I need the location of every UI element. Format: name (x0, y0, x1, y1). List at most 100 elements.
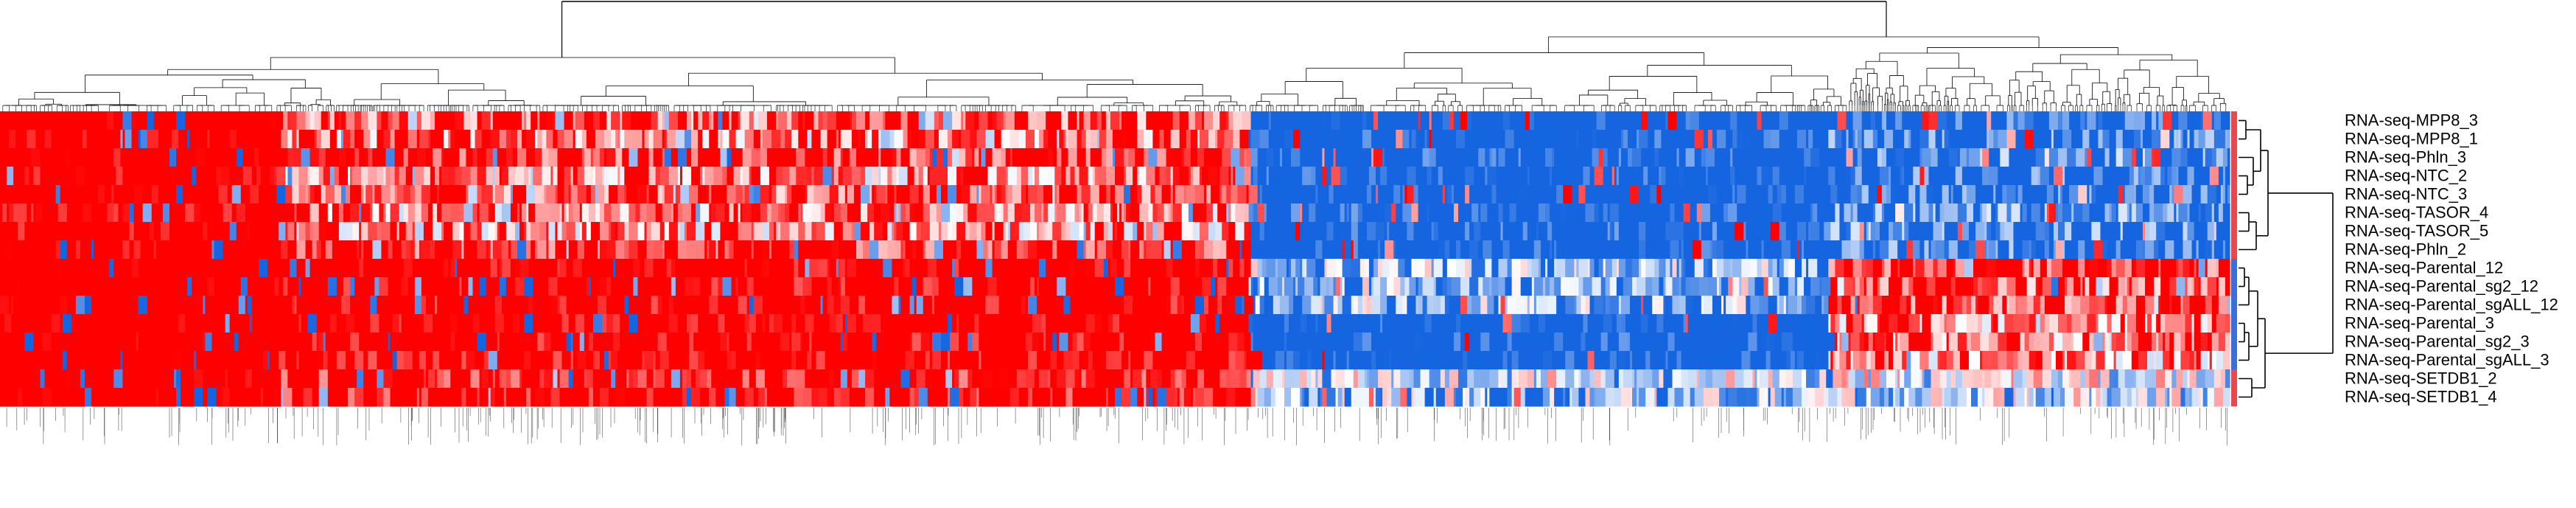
heatmap-cell (1728, 222, 1733, 241)
heatmap-cell (1922, 148, 1931, 167)
heatmap-cell (1231, 203, 1236, 223)
heatmap-cell (656, 203, 663, 223)
heatmap-cell (941, 185, 948, 204)
heatmap-cell (1882, 148, 1887, 167)
heatmap-cell (1155, 185, 1162, 204)
heatmap-cell (1619, 222, 1626, 241)
heatmap-cell (408, 148, 418, 167)
heatmap-cell (1362, 130, 1372, 149)
heatmap-cell (796, 167, 803, 186)
heatmap-cell (1251, 130, 1261, 149)
heatmap-cell (372, 240, 382, 260)
heatmap-cell (1723, 203, 1729, 223)
heatmap-cell (2163, 111, 2172, 131)
heatmap-cell (1835, 130, 1842, 149)
heatmap-cell (548, 148, 558, 167)
heatmap-cell (1084, 203, 1089, 223)
heatmap-cell (1048, 167, 1055, 186)
heatmap-cell (1895, 203, 1905, 223)
heatmap-cell (346, 222, 353, 241)
heatmap-cell (1982, 167, 1989, 186)
heatmap-cell (1847, 111, 1854, 131)
heatmap-cell (1347, 222, 1352, 241)
heatmap-cell (874, 222, 883, 241)
heatmap-cell (2034, 130, 2041, 149)
heatmap-cell (1026, 130, 1035, 149)
heatmap-cell (493, 148, 498, 167)
heatmap-cell (352, 167, 362, 186)
heatmap-cell (2062, 130, 2072, 149)
heatmap-cell (843, 222, 853, 241)
heatmap-cell (1652, 111, 1657, 131)
heatmap-cell (883, 222, 888, 241)
heatmap-cell (298, 222, 306, 241)
heatmap-cell (2082, 203, 2090, 223)
heatmap-cell (1592, 130, 1597, 149)
heatmap-cell (183, 240, 192, 260)
heatmap-cell (1061, 148, 1068, 167)
heatmap-cell (789, 203, 799, 223)
heatmap-cell (575, 222, 581, 241)
heatmap-cell (2049, 111, 2059, 131)
heatmap-cell (2116, 130, 2124, 149)
heatmap-cell (631, 185, 638, 204)
heatmap-cell (626, 185, 631, 204)
heatmap-cell (535, 203, 542, 223)
heatmap-cell (1471, 111, 1479, 131)
heatmap-cell (1460, 111, 1468, 131)
heatmap-cell (582, 222, 587, 241)
heatmap-cell (491, 203, 496, 223)
heatmap-cell (1008, 203, 1015, 223)
heatmap-cell (546, 130, 553, 149)
heatmap-cell (1180, 111, 1189, 131)
heatmap-cell (1824, 222, 1831, 241)
heatmap-cell (854, 185, 861, 204)
heatmap-cell (370, 130, 377, 149)
heatmap-cell (1371, 185, 1376, 204)
heatmap-cell (69, 203, 79, 223)
heatmap-cell (1782, 185, 1787, 204)
heatmap-cell (89, 111, 99, 131)
heatmap-cell (1358, 222, 1368, 241)
heatmap-cell (1396, 130, 1403, 149)
heatmap-cell (1144, 148, 1149, 167)
heatmap-cell (281, 240, 288, 260)
heatmap-cell (1730, 111, 1737, 131)
heatmap-cell (154, 111, 161, 131)
heatmap-cell (1915, 203, 1920, 223)
heatmap-cell (2227, 222, 2230, 241)
heatmap-cell (1858, 203, 1865, 223)
heatmap-cell (203, 167, 208, 186)
heatmap-cell (1389, 222, 1394, 241)
heatmap-cell (1019, 148, 1029, 167)
heatmap-cell (2025, 130, 2034, 149)
heatmap-cell (1933, 222, 1943, 241)
heatmap-cell (1480, 167, 1485, 186)
heatmap-cell (1102, 111, 1107, 131)
heatmap-cell (1043, 185, 1053, 204)
heatmap-cell (395, 130, 405, 149)
heatmap-cell (1106, 148, 1113, 167)
heatmap-cell (651, 111, 659, 131)
heatmap-cell (1416, 167, 1421, 186)
heatmap-cell (328, 203, 333, 223)
heatmap-cell (667, 130, 676, 149)
heatmap-cell (1637, 167, 1642, 186)
heatmap-cell (981, 148, 986, 167)
heatmap-cell (2225, 111, 2230, 131)
heatmap-cell (1525, 111, 1530, 131)
heatmap-cell (1434, 222, 1439, 241)
heatmap-cell (1313, 148, 1323, 167)
heatmap-cell (1641, 111, 1648, 131)
heatmap-cell (1654, 130, 1662, 149)
heatmap-cell (910, 111, 920, 131)
heatmap-cell (1084, 111, 1091, 131)
heatmap-cell (1445, 167, 1452, 186)
heatmap-cell (624, 222, 629, 241)
heatmap-cell (1367, 203, 1376, 223)
heatmap-cell (965, 148, 973, 167)
heatmap-cell (455, 167, 462, 186)
heatmap-cell (1326, 167, 1331, 186)
heatmap-cell (228, 148, 233, 167)
heatmap-cell (1126, 130, 1131, 149)
